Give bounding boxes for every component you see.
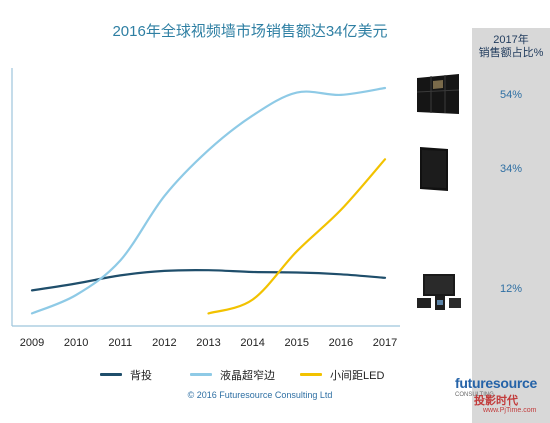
x-axis-ticks: 2009 2010 2011 2012 2013 2014 2015 2016 2017 [20, 337, 397, 349]
x-tick-label: 2014 [240, 337, 264, 349]
share-panel-title-line2: 销售额占比% [478, 47, 544, 59]
legend-label: 液晶超窄边 [220, 370, 275, 382]
series-line-0 [30, 268, 387, 292]
legend-label: 小间距LED [330, 370, 385, 382]
x-tick-label: 2013 [196, 337, 220, 349]
legend-label: 背投 [130, 370, 152, 382]
led-panel-image [420, 147, 448, 191]
chart-axes [11, 68, 400, 327]
x-tick-label: 2011 [108, 337, 132, 349]
chart-series [30, 86, 387, 315]
chart-title: 2016年全球视频墙市场销售额达34亿美元 [112, 23, 388, 40]
x-tick-label: 2009 [20, 337, 44, 349]
share-value-rear-projection: 12% [499, 283, 523, 295]
lcd-video-wall-image [416, 74, 460, 114]
copyright-text: © 2016 Futuresource Consulting Ltd [187, 390, 333, 400]
share-panel-title-line1: 2017年 [493, 34, 529, 46]
share-panel: 2017年 销售额占比% 54% 34% 12% [472, 28, 550, 423]
futuresource-logo: futuresource [455, 375, 537, 391]
watermark-text: 投影时代 [474, 395, 518, 407]
x-tick-label: 2012 [152, 337, 176, 349]
x-tick-label: 2015 [285, 337, 309, 349]
futuresource-logo-sub: CONSULTING [455, 392, 494, 398]
legend-swatch [300, 373, 322, 376]
series-line-2 [207, 158, 387, 315]
share-value-led: 34% [499, 163, 523, 175]
share-value-lcd: 54% [499, 89, 523, 101]
watermark-url: www.PjTime.com [483, 407, 537, 414]
rear-projection-cube-image [417, 274, 461, 310]
x-tick-label: 2010 [64, 337, 88, 349]
x-tick-label: 2016 [329, 337, 353, 349]
series-line-1 [30, 86, 387, 315]
legend-swatch [100, 373, 122, 376]
legend-swatch [190, 373, 212, 376]
share-panel-title: 2017年 销售额占比% [472, 34, 550, 60]
x-tick-label: 2017 [373, 337, 397, 349]
